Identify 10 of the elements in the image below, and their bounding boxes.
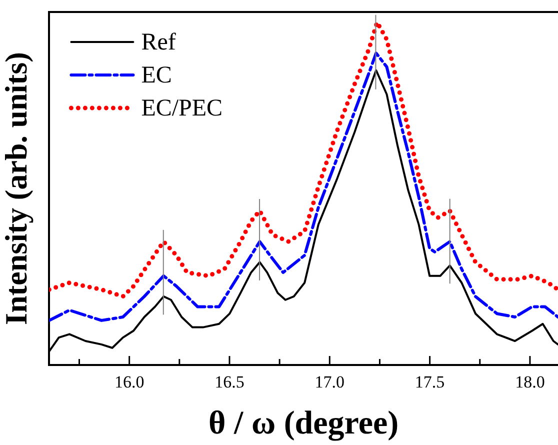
y-axis-title: Intensity (arb. units) [0, 52, 34, 326]
x-axis-title: θ / ω (degree) [208, 406, 399, 442]
x-tick-label: 17.0 [314, 372, 345, 392]
x-tick-label: 16.5 [214, 372, 244, 392]
x-tick-label: 17.5 [414, 372, 445, 392]
x-tick-label: 16.0 [114, 372, 144, 392]
legend-label: EC [141, 62, 172, 88]
legend-label: EC/PEC [141, 95, 223, 122]
legend-label: Ref [141, 29, 176, 56]
x-tick-label: 18.0 [515, 372, 545, 392]
